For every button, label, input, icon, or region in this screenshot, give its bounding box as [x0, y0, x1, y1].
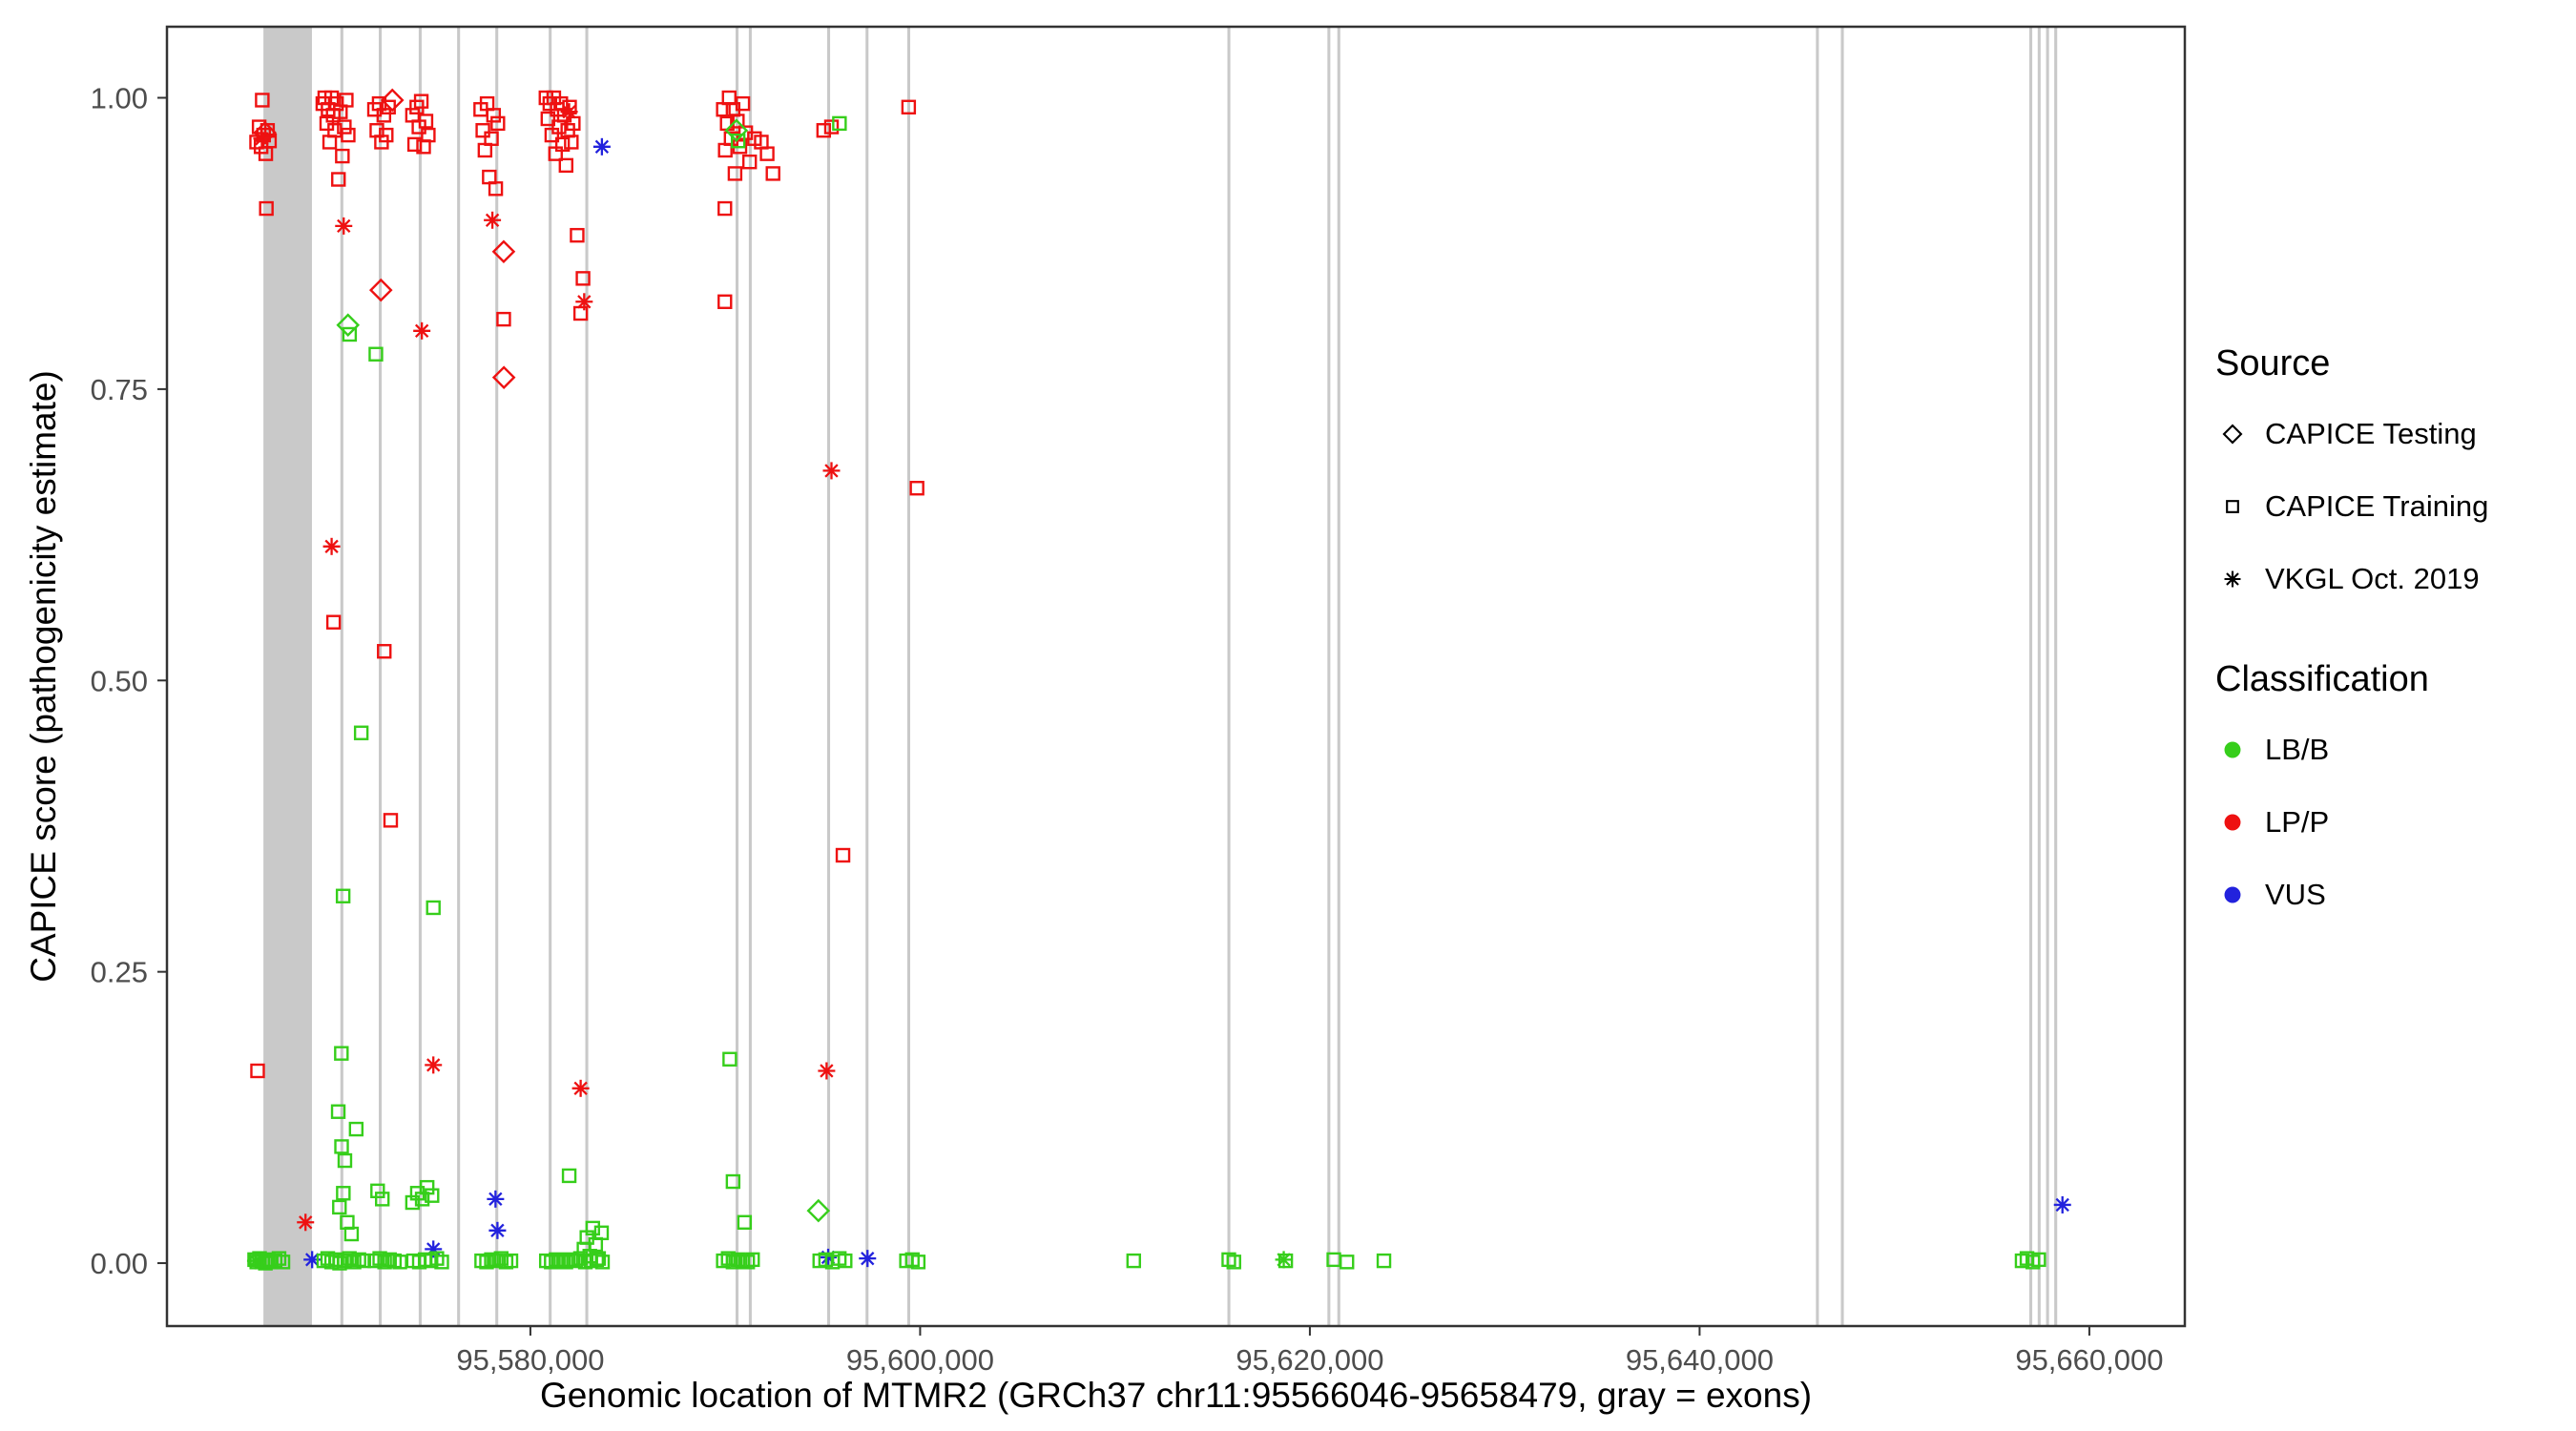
diamond-icon [2222, 424, 2243, 445]
x-axis-title: Genomic location of MTMR2 (GRCh37 chr11:… [539, 1376, 1813, 1415]
svg-text:0.75: 0.75 [91, 373, 148, 406]
svg-text:95,580,000: 95,580,000 [456, 1343, 604, 1377]
asterisk-icon [2224, 570, 2241, 588]
legend-item-label: VUS [2265, 878, 2326, 911]
legend-item-vus: VUS [2215, 878, 2488, 912]
svg-text:0.25: 0.25 [91, 956, 148, 989]
green-dot-icon [2224, 741, 2241, 758]
svg-text:95,640,000: 95,640,000 [1626, 1343, 1774, 1377]
legend-item-label: VKGL Oct. 2019 [2265, 562, 2480, 595]
legend-item-lpp: LP/P [2215, 805, 2488, 840]
legend-item-label: LP/P [2265, 805, 2330, 839]
legend-item-lbb: LB/B [2215, 733, 2488, 767]
svg-text:95,660,000: 95,660,000 [2015, 1343, 2163, 1377]
legend-item-capice-testing: CAPICE Testing [2215, 417, 2488, 451]
legend-item-capice-training: CAPICE Training [2215, 489, 2488, 524]
red-dot-icon [2224, 814, 2241, 831]
legend-item-label: CAPICE Training [2265, 489, 2489, 523]
legend-classification: Classification LB/B LP/P VUS [2215, 659, 2488, 912]
legend-classification-title: Classification [2215, 659, 2429, 699]
svg-text:95,620,000: 95,620,000 [1236, 1343, 1383, 1377]
svg-text:0.00: 0.00 [91, 1247, 148, 1280]
legend-item-vkgl: VKGL Oct. 2019 [2215, 562, 2488, 596]
svg-text:1.00: 1.00 [91, 82, 148, 115]
svg-text:95,600,000: 95,600,000 [846, 1343, 994, 1377]
blue-dot-icon [2224, 886, 2241, 903]
legend-source-title: Source [2215, 343, 2331, 384]
legend-item-label: LB/B [2265, 733, 2330, 766]
square-icon [2226, 500, 2239, 513]
legend-item-label: CAPICE Testing [2265, 417, 2477, 450]
legend-source: Source CAPICE Testing CAPICE Training [2215, 343, 2488, 596]
y-axis-title: CAPICE score (pathogenicity estimate) [24, 370, 63, 983]
svg-text:0.50: 0.50 [91, 664, 148, 697]
legend: Source CAPICE Testing CAPICE Training [2215, 343, 2488, 950]
